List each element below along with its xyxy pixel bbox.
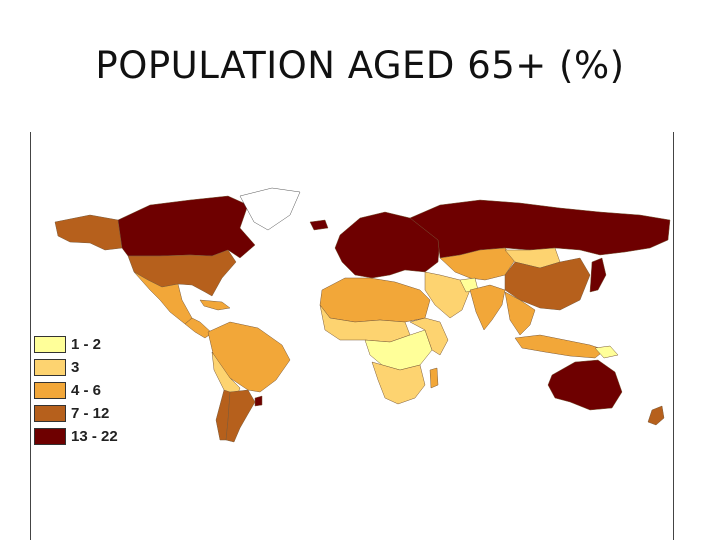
region-greenland	[239, 187, 301, 231]
region-middle-east	[424, 271, 471, 319]
legend-item: 3	[34, 356, 118, 379]
region-north-africa	[319, 277, 431, 323]
map-title: POPULATION AGED 65+ (%)	[95, 44, 625, 87]
map-legend: 1 - 2 3 4 - 6 7 - 12 13 - 22	[34, 333, 118, 448]
region-southeast-asia	[504, 291, 536, 336]
legend-swatch-3	[34, 359, 66, 376]
region-new-zealand	[647, 405, 665, 426]
region-caribbean	[199, 299, 231, 311]
legend-item: 7 - 12	[34, 402, 118, 425]
region-central-america	[184, 317, 213, 339]
legend-swatch-1-2	[34, 336, 66, 353]
region-uruguay	[254, 395, 263, 407]
region-southern-africa	[371, 361, 426, 405]
region-central-asia	[439, 247, 516, 281]
legend-item: 4 - 6	[34, 379, 118, 402]
legend-item: 13 - 22	[34, 425, 118, 448]
legend-swatch-4-6	[34, 382, 66, 399]
legend-swatch-7-12	[34, 405, 66, 422]
region-central-africa	[364, 329, 433, 371]
legend-label: 1 - 2	[71, 336, 102, 353]
region-india	[469, 284, 506, 331]
region-east-africa	[409, 317, 449, 356]
region-iceland	[309, 219, 329, 231]
legend-swatch-13-22	[34, 428, 66, 445]
region-japan	[589, 257, 607, 293]
region-argentina	[225, 389, 256, 443]
region-canada	[117, 195, 256, 259]
region-madagascar	[429, 367, 439, 389]
region-australia	[547, 359, 623, 411]
region-indonesia	[514, 334, 606, 359]
region-alaska	[54, 214, 123, 251]
region-new-guinea	[594, 345, 619, 359]
legend-label: 3	[71, 359, 80, 376]
legend-item: 1 - 2	[34, 333, 118, 356]
legend-label: 7 - 12	[71, 405, 110, 422]
legend-label: 13 - 22	[71, 428, 118, 445]
region-usa	[127, 249, 237, 297]
region-china	[504, 257, 591, 311]
legend-label: 4 - 6	[71, 382, 102, 399]
